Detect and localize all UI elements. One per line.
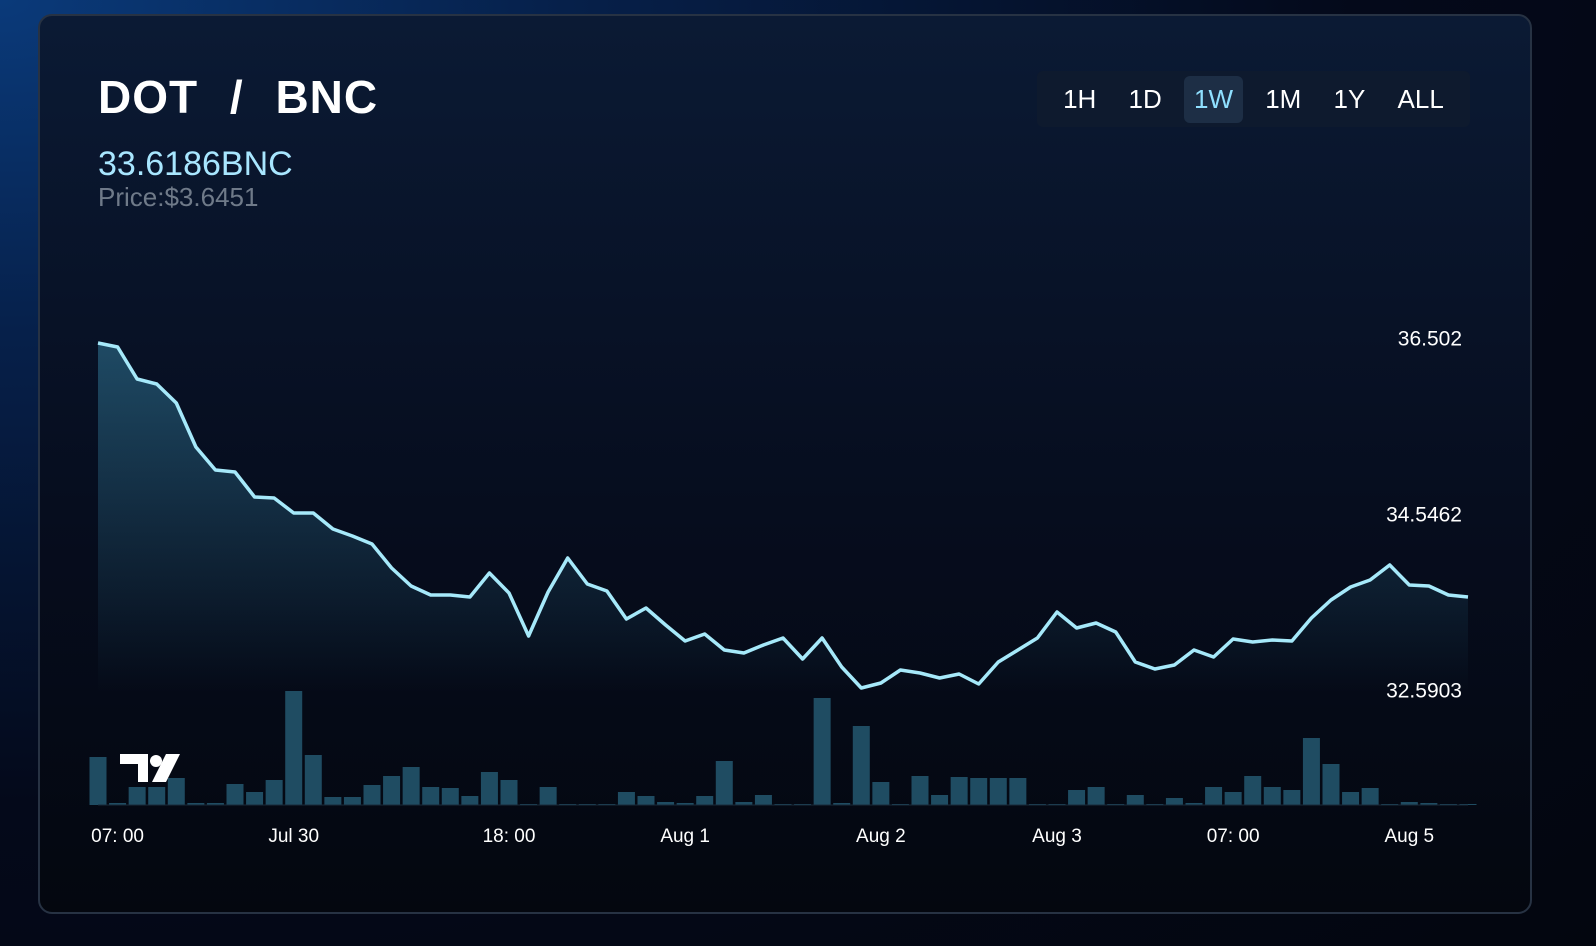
volume-bar <box>187 803 205 805</box>
volume-bar <box>304 755 322 805</box>
timeframe-button[interactable]: ALL <box>1397 83 1444 114</box>
volume-bar <box>422 787 440 805</box>
volume-bar <box>1302 738 1320 805</box>
x-tick-label: Jul 30 <box>268 826 319 847</box>
volume-bar <box>1205 787 1223 805</box>
x-tick-label: 18: 00 <box>483 826 536 847</box>
volume-bar <box>109 803 127 805</box>
volume-bar <box>1263 787 1281 805</box>
volume-bar <box>754 795 772 805</box>
x-tick-label: 07: 00 <box>91 826 144 847</box>
x-tick-label: 07: 00 <box>1207 826 1260 847</box>
volume-bar <box>1283 790 1301 805</box>
volume-bar <box>1420 803 1438 805</box>
volume-bar <box>950 777 968 805</box>
volume-bar <box>872 782 890 805</box>
volume-bar <box>970 778 988 805</box>
volume-bar <box>931 795 949 805</box>
volume-bar <box>833 803 851 805</box>
x-tick-label: Aug 5 <box>1384 826 1434 847</box>
timeframe-button[interactable]: 1W <box>1184 75 1243 123</box>
volume-bar <box>676 803 694 805</box>
price-quote: 33.6186BNC <box>98 145 293 183</box>
volume-bar <box>1244 776 1262 805</box>
volume-bar <box>1087 787 1105 805</box>
volume-bar <box>735 802 753 805</box>
volume-bar <box>1068 790 1086 805</box>
volume-bar <box>989 778 1007 805</box>
volume-bar <box>500 780 518 805</box>
x-tick-label: Aug 3 <box>1032 826 1082 847</box>
volume-bar <box>383 776 401 805</box>
volume-bar <box>1009 778 1027 805</box>
volume-bar <box>343 797 361 805</box>
volume-bar <box>441 788 459 805</box>
volume-bar <box>246 792 264 805</box>
volume-bar <box>813 698 831 805</box>
volume-bar <box>1342 792 1360 805</box>
timeframe-button[interactable]: 1Y <box>1333 83 1366 114</box>
y-tick-label: 34.5462 <box>1386 504 1462 527</box>
volume-bar <box>715 761 733 805</box>
volume-bar <box>324 797 342 805</box>
price-usd: Price:$3.6451 <box>98 182 259 212</box>
tradingview-logo <box>120 754 180 782</box>
volume-bar <box>89 757 107 805</box>
volume-bar <box>1322 764 1340 805</box>
volume-bar <box>265 780 283 805</box>
volume-bar <box>226 784 244 805</box>
volume-bar <box>480 772 498 805</box>
timeframe-button[interactable]: 1H <box>1063 83 1097 114</box>
volume-bar <box>696 796 714 805</box>
volume-bar <box>657 802 675 805</box>
volume-bar <box>1165 798 1183 805</box>
timeframe-selector: 1H 1D 1W 1M 1Y ALL <box>1037 71 1470 127</box>
pair-title: DOT / BNC <box>98 71 379 123</box>
volume-bar <box>402 767 420 805</box>
volume-bar <box>637 796 655 805</box>
timeframe-button[interactable]: 1D <box>1128 83 1162 114</box>
volume-bar <box>285 691 303 805</box>
volume-bar <box>1224 792 1242 805</box>
volume-bar <box>539 787 557 805</box>
price-line <box>97 341 1469 690</box>
volume-bar <box>1185 803 1203 805</box>
volume-bar <box>167 778 185 805</box>
volume-bar <box>1361 788 1379 805</box>
timeframe-button[interactable]: 1M <box>1265 83 1302 114</box>
volume-bar <box>363 785 381 805</box>
x-tick-label: Aug 1 <box>660 826 710 847</box>
volume-bar <box>128 787 146 805</box>
volume-bar <box>911 776 929 805</box>
volume-bar <box>852 726 870 805</box>
volume-bar <box>461 796 479 805</box>
y-tick-label: 36.502 <box>1398 328 1462 351</box>
volume-bar <box>206 803 224 805</box>
volume-bar <box>1126 795 1144 805</box>
volume-bar <box>148 787 166 805</box>
volume-bar <box>617 792 635 805</box>
x-tick-label: Aug 2 <box>856 826 906 847</box>
volume-bar <box>1400 802 1418 805</box>
price-area <box>98 343 1468 692</box>
